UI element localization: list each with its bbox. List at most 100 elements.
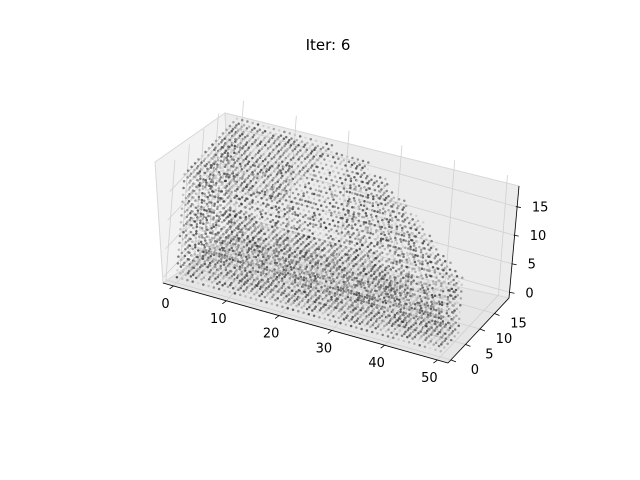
scatter-point	[344, 274, 348, 277]
scatter-point	[202, 276, 206, 279]
scatter-point	[226, 154, 230, 158]
scatter-point	[312, 169, 316, 172]
scatter-point	[311, 258, 315, 261]
scatter-point	[368, 259, 372, 263]
scatter-point	[355, 284, 359, 287]
scatter-point	[297, 233, 300, 236]
scatter-point	[410, 269, 414, 272]
scatter-point	[402, 238, 405, 242]
scatter-point	[261, 246, 265, 249]
scatter-point	[431, 317, 434, 320]
scatter-point	[201, 236, 204, 239]
scatter-point	[246, 251, 249, 254]
scatter-point	[267, 292, 270, 295]
z-tick-label: 5	[528, 258, 536, 273]
scatter-point	[323, 186, 326, 189]
scatter-point	[251, 156, 254, 160]
scatter-point	[380, 181, 384, 184]
scatter-point	[234, 226, 238, 230]
scatter-point	[194, 239, 198, 242]
scatter-point	[287, 255, 291, 259]
scatter-point	[199, 163, 202, 166]
scatter-point	[352, 213, 355, 216]
scatter-point	[298, 170, 302, 173]
scatter-point	[420, 309, 424, 313]
scatter-point	[345, 276, 349, 280]
scatter-point	[333, 161, 337, 164]
scatter-point	[404, 279, 408, 283]
scatter-point	[392, 210, 396, 214]
scatter-point	[268, 269, 272, 272]
scatter-point	[389, 268, 393, 271]
scatter-point	[247, 291, 251, 294]
scatter-point	[429, 305, 433, 308]
scatter-point	[408, 301, 412, 305]
scatter-point	[188, 244, 192, 248]
scatter-point	[347, 160, 351, 163]
scatter-point	[289, 303, 293, 306]
scatter-point	[365, 294, 369, 297]
scatter-point	[261, 234, 264, 237]
scatter-point	[357, 221, 360, 224]
scatter-point	[393, 257, 397, 261]
scatter-point	[421, 286, 424, 289]
scatter-point	[313, 230, 317, 234]
scatter-point	[397, 197, 401, 201]
scatter-point	[205, 181, 208, 184]
scatter-point	[265, 275, 268, 278]
scatter-point	[235, 264, 239, 268]
scatter-point	[199, 212, 203, 215]
scatter-point	[342, 208, 345, 211]
scatter-point	[412, 255, 416, 259]
scatter-point	[339, 296, 342, 299]
z-tick-label: 0	[525, 286, 533, 301]
scatter-point	[256, 137, 260, 140]
scatter-point	[407, 298, 411, 302]
scatter-point	[417, 275, 421, 279]
scatter-point	[243, 252, 247, 256]
scatter-point	[319, 278, 323, 282]
scatter-point	[305, 279, 309, 283]
scatter-point	[415, 233, 419, 236]
scatter-point	[242, 159, 245, 162]
scatter-point	[404, 295, 408, 299]
scatter-point	[395, 241, 399, 245]
scatter-point	[298, 301, 302, 304]
scatter-point	[295, 181, 299, 184]
scatter-point	[393, 313, 397, 317]
scatter-point	[293, 243, 296, 246]
scatter-point	[325, 259, 328, 262]
scatter-point	[190, 224, 193, 227]
scatter-point	[362, 318, 365, 322]
scatter-point	[300, 161, 303, 164]
scatter-point	[408, 259, 411, 262]
scatter-point	[382, 294, 385, 297]
scatter-point	[346, 270, 349, 273]
scatter-point	[311, 157, 314, 160]
scatter-point	[383, 233, 386, 237]
scatter-point	[360, 301, 363, 305]
scatter-point	[227, 175, 230, 179]
scatter-point	[223, 249, 227, 253]
scatter-point	[228, 194, 231, 198]
scatter-point	[293, 278, 297, 282]
scatter-point	[330, 164, 333, 168]
scatter-point	[420, 283, 424, 287]
scatter-point	[251, 259, 254, 263]
scatter-point	[181, 263, 185, 267]
scatter-point	[298, 286, 302, 290]
scatter-point	[371, 317, 375, 320]
scatter-point	[249, 254, 252, 257]
scatter-point	[259, 229, 263, 233]
scatter-point	[256, 172, 260, 175]
scatter-point	[268, 227, 272, 230]
scatter-point	[348, 270, 351, 273]
scatter-point	[397, 331, 401, 334]
scatter-point	[385, 294, 388, 298]
scatter-point	[405, 307, 409, 311]
scatter-point	[270, 136, 274, 140]
scatter-point	[353, 269, 357, 273]
scatter-point	[205, 235, 209, 238]
scatter-point	[429, 246, 433, 250]
scatter-point	[340, 160, 343, 164]
